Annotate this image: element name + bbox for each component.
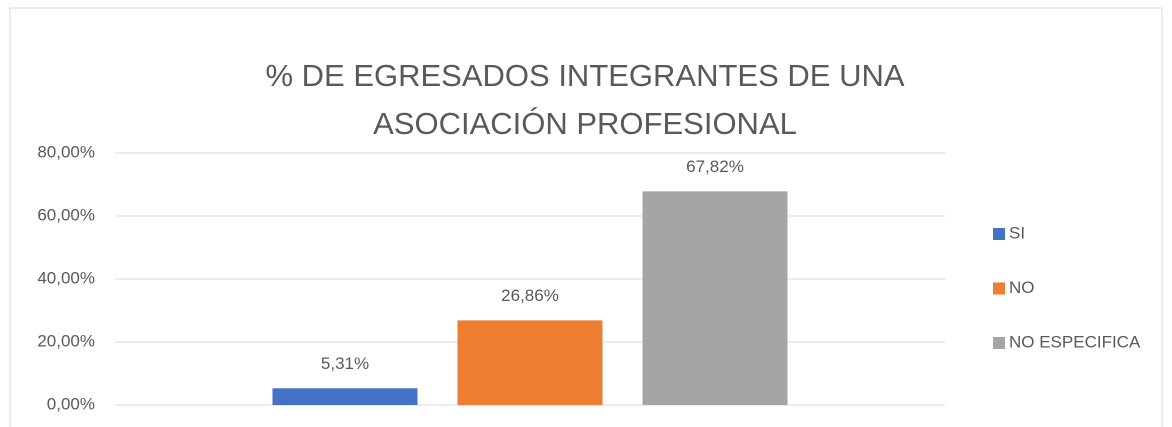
data-label: 5,31% [321, 354, 369, 373]
data-label: 67,82% [686, 157, 744, 176]
data-label: 26,86% [501, 286, 559, 305]
legend-label: NO ESPECIFICA [1009, 332, 1141, 351]
legend-swatch [993, 282, 1005, 295]
legend-swatch [993, 337, 1005, 349]
legend-swatch [993, 228, 1005, 240]
y-tick-label: 0,00% [47, 394, 95, 413]
bar [272, 388, 418, 405]
legend-label: NO [1009, 278, 1035, 297]
y-tick-label: 80,00% [37, 142, 95, 161]
y-tick-label: 60,00% [37, 205, 95, 224]
y-tick-label: 20,00% [37, 331, 95, 350]
bar [457, 320, 603, 405]
legend-label: SI [1009, 223, 1025, 242]
bar [642, 191, 788, 405]
chart-title: % DE EGRESADOS INTEGRANTES DE UNA ASOCIA… [265, 58, 905, 141]
y-tick-label: 40,00% [37, 268, 95, 287]
